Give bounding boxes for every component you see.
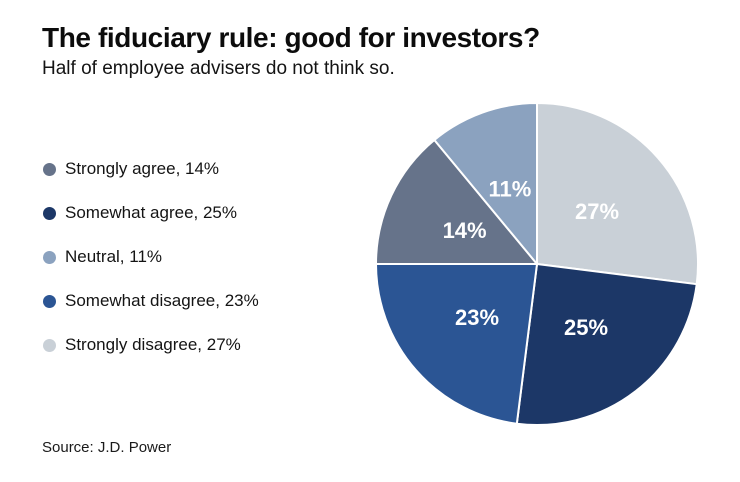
pie-slice-somewhat-disagree (375, 263, 538, 425)
legend-item-somewhat-disagree: Somewhat disagree, 23% (43, 279, 259, 323)
legend-label: Strongly agree, 14% (65, 159, 220, 178)
legend-bullet-icon (43, 338, 56, 352)
legend-bullet-icon (43, 206, 56, 220)
pie-slice-value-label-strongly-disagree: 27% (575, 199, 619, 224)
legend: Strongly agree, 14% Somewhat agree, 25% Ne… (43, 147, 259, 367)
source-note: Source: J.D. Power (42, 439, 172, 456)
pie-slice-value-label-neutral: 11% (488, 177, 531, 202)
legend-bullet-icon (43, 294, 56, 308)
pie-slice-somewhat-agree (515, 263, 698, 426)
chart-title: The fiduciary rule: good for investors? (42, 22, 540, 53)
legend-item-strongly-disagree: Strongly disagree, 27% (43, 323, 259, 367)
chart-subtitle: Half of employee advisers do not think s… (42, 58, 395, 79)
pie-slice-strongly-disagree (536, 102, 699, 286)
pie-slice-value-label-strongly-agree: 14% (443, 218, 487, 243)
legend-label: Neutral, 11% (65, 247, 163, 266)
legend-bullet-icon (43, 162, 56, 176)
pie-slice-value-label-somewhat-disagree: 23% (455, 305, 499, 330)
legend-label: Strongly disagree, 27% (65, 335, 241, 354)
pie-slice-neutral (433, 102, 538, 265)
legend-label: Somewhat agree, 25% (65, 203, 237, 222)
legend-bullet-icon (43, 250, 56, 264)
legend-item-somewhat-agree: Somewhat agree, 25% (43, 191, 259, 235)
pie-slice-strongly-agree (375, 138, 538, 265)
legend-item-strongly-agree: Strongly agree, 14% (43, 147, 259, 191)
legend-item-neutral: Neutral, 11% (43, 235, 259, 279)
pie-slice-value-label-somewhat-agree: 25% (564, 315, 608, 340)
legend-label: Somewhat disagree, 23% (65, 291, 259, 310)
